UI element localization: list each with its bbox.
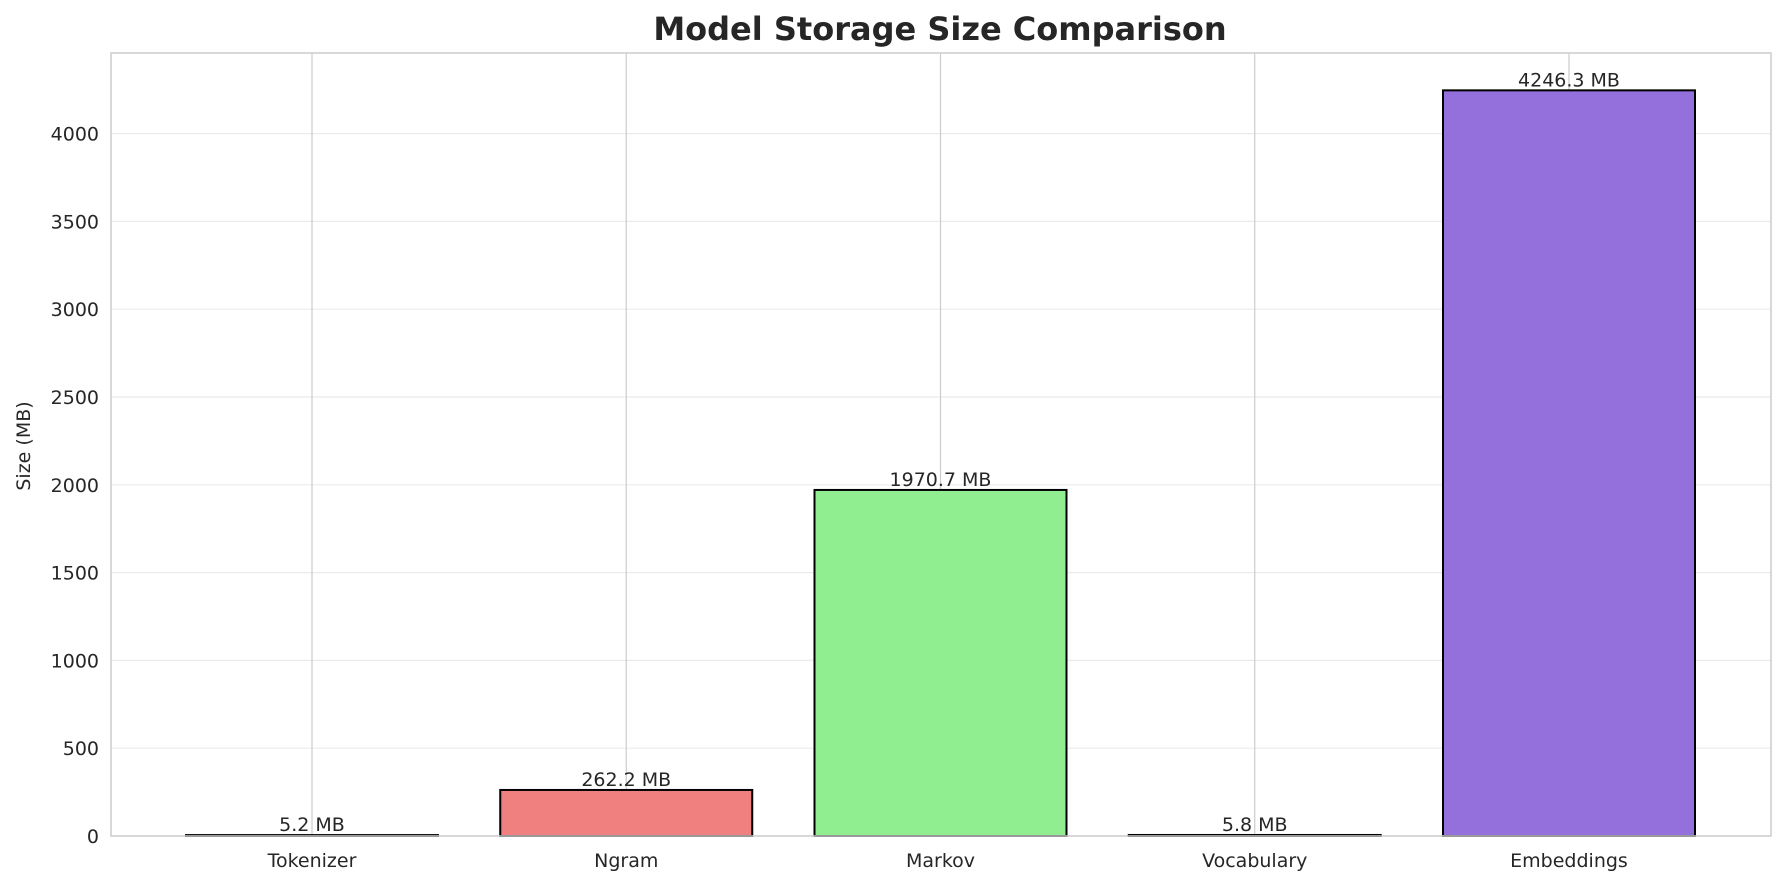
value-labels-layer: 5.2 MB 262.2 MB 1970.7 MB 5.8 MB 4246.3 MB	[279, 69, 1620, 836]
y-tick-label: 3000	[51, 299, 99, 321]
y-tick-label: 1000	[51, 650, 99, 672]
y-axis-label: Size (MB)	[13, 401, 35, 490]
x-tick-label: Vocabulary	[1202, 850, 1307, 872]
y-tick-label: 0	[87, 826, 99, 848]
y-tick-label: 2500	[51, 387, 99, 409]
y-tick-label: 3500	[51, 211, 99, 233]
value-label: 5.8 MB	[1222, 814, 1288, 836]
value-label: 4246.3 MB	[1518, 69, 1620, 91]
value-label: 262.2 MB	[581, 769, 671, 791]
y-tick-label: 2000	[51, 475, 99, 497]
bar-markov	[813, 488, 1068, 837]
y-tick-label: 1500	[51, 563, 99, 585]
y-tick-label: 500	[63, 738, 99, 760]
x-ticks-layer: Tokenizer Ngram Markov Vocabulary Embeddings	[267, 850, 1628, 872]
x-tick-label: Markov	[906, 850, 975, 872]
plot-frame	[110, 52, 1772, 837]
x-tick-label: Ngram	[594, 850, 658, 872]
x-tick-label: Tokenizer	[267, 850, 357, 872]
y-tick-label: 4000	[51, 124, 99, 146]
bars-layer	[185, 89, 1696, 837]
x-tick-label: Embeddings	[1510, 850, 1628, 872]
chart-title: Model Storage Size Comparison	[653, 10, 1226, 48]
value-label: 5.2 MB	[279, 814, 345, 836]
bar-ngram	[499, 788, 754, 837]
y-ticks-layer: 0 500 1000 1500 2000 2500 3000 3500 4000	[51, 124, 99, 848]
bar-embeddings	[1442, 89, 1696, 837]
value-label: 1970.7 MB	[890, 469, 992, 491]
